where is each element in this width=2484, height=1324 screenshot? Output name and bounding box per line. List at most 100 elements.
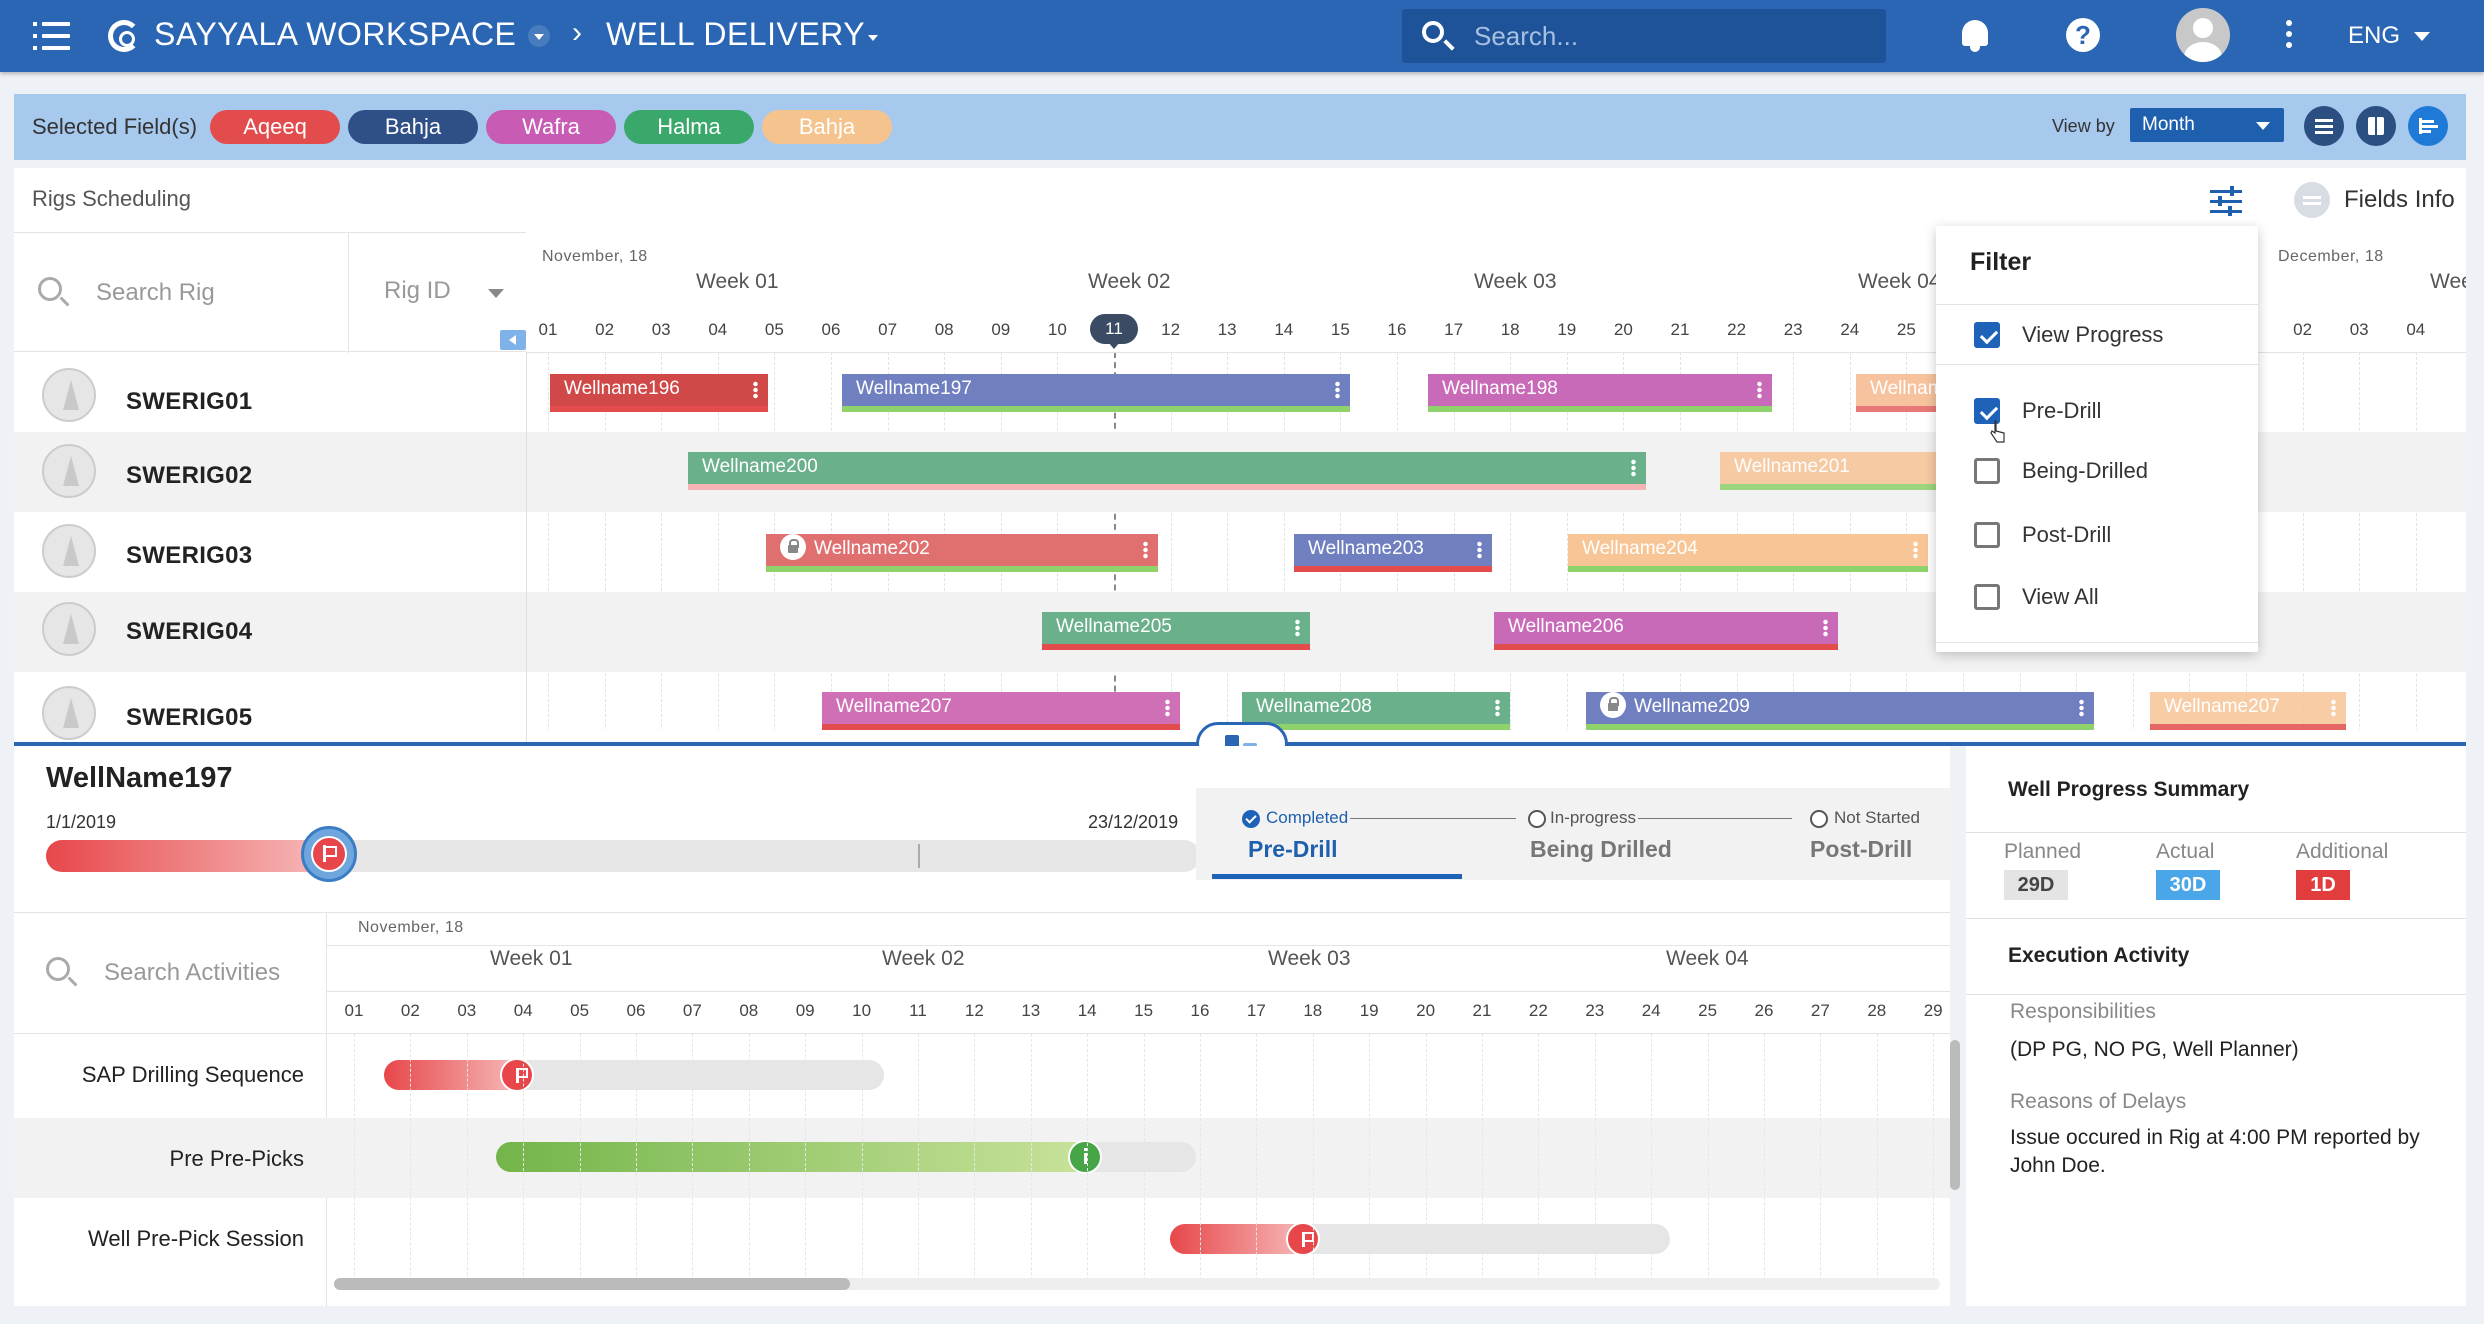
well-bar[interactable]: Wellname205 bbox=[1042, 612, 1310, 650]
info-icon[interactable] bbox=[1068, 1140, 1102, 1174]
fields-info-link[interactable]: Fields Info bbox=[2344, 186, 2455, 213]
gantt-view-button[interactable] bbox=[2408, 106, 2448, 146]
phase-stepper: Completed In-progress Not Started Pre-Dr… bbox=[1196, 788, 1950, 880]
in-progress-circle-icon bbox=[1528, 810, 1546, 828]
well-bar[interactable]: Wellname207 bbox=[822, 692, 1180, 730]
day-label: 25 bbox=[1698, 1001, 1718, 1020]
well-bar[interactable]: Wellname202 bbox=[766, 534, 1158, 572]
well-bar[interactable]: Wellname197 bbox=[842, 374, 1350, 412]
rig-icon bbox=[42, 686, 96, 740]
activity-track[interactable] bbox=[1170, 1222, 1670, 1256]
view-progress-checkbox[interactable] bbox=[1974, 322, 2000, 348]
help-icon[interactable]: ? bbox=[2066, 18, 2100, 52]
breadcrumb-separator-icon: › bbox=[572, 16, 583, 49]
well-bar[interactable]: Wellname196 bbox=[550, 374, 768, 412]
day-label: 03 bbox=[2349, 320, 2369, 339]
well-bar[interactable]: Wellname207 bbox=[2150, 692, 2346, 730]
workspace-chevron-down-icon[interactable] bbox=[528, 25, 550, 47]
activity-name[interactable]: Pre Pre-Picks bbox=[169, 1146, 304, 1171]
bell-icon[interactable] bbox=[1962, 20, 1988, 52]
language-chevron-down-icon[interactable] bbox=[2414, 32, 2430, 41]
search-rig-input[interactable]: Search Rig bbox=[96, 279, 215, 306]
activity-row: SAP Drilling Sequence bbox=[14, 1038, 1950, 1118]
more-vert-icon[interactable] bbox=[2286, 20, 2292, 52]
field-chip-bahja[interactable]: Bahja bbox=[348, 110, 478, 144]
rig-name[interactable]: SWERIG02 bbox=[126, 462, 253, 489]
well-progress-track bbox=[46, 840, 1200, 872]
step-being-drilled-tab[interactable]: Being Drilled bbox=[1530, 836, 1672, 862]
day-label: 07 bbox=[878, 320, 898, 339]
well-bar[interactable]: Wellname200 bbox=[688, 452, 1646, 490]
pre-drill-label[interactable]: Pre-Drill bbox=[2022, 398, 2102, 423]
activity-track[interactable] bbox=[384, 1058, 884, 1092]
view-all-label[interactable]: View All bbox=[2022, 584, 2099, 609]
view-all-checkbox[interactable] bbox=[1974, 584, 2000, 610]
vertical-scrollbar[interactable] bbox=[1950, 1040, 1960, 1190]
day-label: 28 bbox=[1867, 1001, 1887, 1020]
pre-drill-checkbox[interactable] bbox=[1974, 398, 2000, 424]
search-activities-input[interactable]: Search Activities bbox=[104, 959, 281, 986]
list-view-button[interactable] bbox=[2304, 106, 2344, 146]
lock-icon bbox=[1600, 692, 1626, 718]
step-pre-drill-tab[interactable]: Pre-Drill bbox=[1248, 836, 1338, 862]
step-post-drill-tab[interactable]: Post-Drill bbox=[1810, 836, 1913, 862]
flag-icon[interactable] bbox=[300, 826, 357, 882]
well-bar[interactable]: Wellname204 bbox=[1568, 534, 1928, 572]
activity-name[interactable]: SAP Drilling Sequence bbox=[81, 1062, 304, 1087]
language-selector[interactable]: ENG bbox=[2348, 22, 2401, 49]
rig-id-chevron-down-icon[interactable] bbox=[488, 289, 504, 298]
filter-sliders-icon[interactable] bbox=[2210, 186, 2242, 216]
being-drilled-label[interactable]: Being-Drilled bbox=[2022, 458, 2148, 483]
map-view-button[interactable] bbox=[2356, 106, 2396, 146]
rig-name[interactable]: SWERIG05 bbox=[126, 704, 253, 731]
flag-icon[interactable] bbox=[1286, 1222, 1320, 1256]
activity-track[interactable] bbox=[496, 1140, 1196, 1174]
rig-name[interactable]: SWERIG01 bbox=[126, 388, 253, 415]
module-chevron-down-icon[interactable] bbox=[862, 26, 884, 48]
field-chip-halma[interactable]: Halma bbox=[624, 110, 754, 144]
well-bar-label: Wellname208 bbox=[1256, 696, 1372, 717]
day-label: 12 bbox=[964, 1001, 984, 1020]
day-label: 20 bbox=[1613, 320, 1633, 339]
rig-name[interactable]: SWERIG04 bbox=[126, 618, 253, 645]
activity-name[interactable]: Well Pre-Pick Session bbox=[88, 1226, 304, 1251]
rig-row: SWERIG03 bbox=[14, 512, 2466, 592]
well-bar[interactable]: Wellname209 bbox=[1586, 692, 2094, 730]
well-bar[interactable]: Wellname201 bbox=[1720, 452, 1952, 490]
rig-icon bbox=[42, 368, 96, 422]
field-chip-wafra[interactable]: Wafra bbox=[486, 110, 616, 144]
well-bar-label: Wellname207 bbox=[2164, 696, 2280, 717]
responsibilities-value: (DP PG, NO PG, Well Planner) bbox=[2010, 1038, 2299, 1061]
field-chip-bahja-2[interactable]: Bahja bbox=[762, 110, 892, 144]
collapse-panel-button[interactable] bbox=[500, 330, 526, 350]
post-drill-checkbox[interactable] bbox=[1974, 522, 2000, 548]
global-search-input[interactable] bbox=[1474, 17, 1854, 55]
well-bar[interactable]: Wellname206 bbox=[1494, 612, 1838, 650]
horizontal-scrollbar[interactable] bbox=[334, 1278, 1940, 1290]
being-drilled-checkbox[interactable] bbox=[1974, 458, 2000, 484]
workspace-title[interactable]: SAYYALA WORKSPACE bbox=[154, 16, 517, 52]
week-label: Week 04 bbox=[1858, 270, 1941, 293]
day-label: 08 bbox=[934, 320, 954, 339]
week-label: Week bbox=[2430, 270, 2466, 293]
view-by-select[interactable]: Month bbox=[2130, 108, 2284, 142]
post-drill-label[interactable]: Post-Drill bbox=[2022, 522, 2112, 547]
more-vert-icon bbox=[1631, 459, 1636, 477]
rig-name[interactable]: SWERIG03 bbox=[126, 542, 253, 569]
day-label: 09 bbox=[795, 1001, 815, 1020]
well-bar[interactable]: Wellname208 bbox=[1242, 692, 1510, 730]
well-bar[interactable]: Wellname198 bbox=[1428, 374, 1772, 412]
well-bar-label: Wellname209 bbox=[1634, 696, 1750, 717]
view-progress-label[interactable]: View Progress bbox=[2022, 322, 2164, 347]
fields-info-icon[interactable] bbox=[2294, 182, 2330, 218]
flag-icon[interactable] bbox=[500, 1058, 534, 1092]
week-label: Week 03 bbox=[1268, 947, 1351, 970]
user-avatar[interactable] bbox=[2176, 8, 2230, 62]
rig-id-select[interactable]: Rig ID bbox=[384, 277, 451, 304]
step-status-label: In-progress bbox=[1548, 808, 1638, 828]
menu-icon[interactable] bbox=[33, 22, 70, 50]
module-title[interactable]: WELL DELIVERY bbox=[606, 16, 866, 52]
well-bar[interactable]: Wellname203 bbox=[1294, 534, 1492, 572]
field-chip-aqeeq[interactable]: Aqeeq bbox=[210, 110, 340, 144]
well-bar-label: Wellname203 bbox=[1308, 538, 1424, 559]
